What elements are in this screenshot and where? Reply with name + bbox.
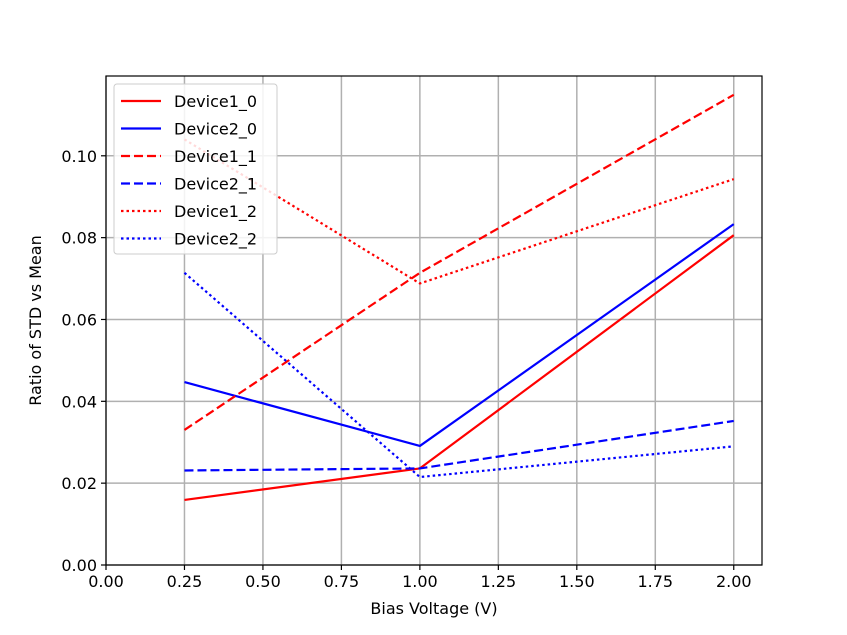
x-axis: 0.00 0.25 0.50 0.75 1.00 1.25 1.50 1.75 2.00 — [88, 565, 752, 591]
x-tick-label-7: 1.75 — [637, 572, 673, 591]
x-tick-label-1: 0.25 — [167, 572, 203, 591]
y-tick-label-1: 0.02 — [61, 474, 97, 493]
x-tick-label-2: 0.50 — [245, 572, 281, 591]
series-line-device1-2 — [183, 138, 735, 285]
plot-frame — [105, 75, 763, 566]
legend-label-device1-1: Device1_1 — [174, 147, 257, 167]
x-tick-label-3: 0.75 — [324, 572, 360, 591]
series-line-device2-1 — [184, 419, 734, 472]
y-axis: 0.00 0.02 0.04 0.06 0.08 0.10 — [61, 147, 106, 575]
legend-label-device1-2: Device1_2 — [174, 202, 257, 222]
legend-label-device2-1: Device2_1 — [174, 175, 257, 195]
y-tick-label-3: 0.06 — [61, 310, 97, 329]
series-line-device1-1 — [183, 93, 735, 431]
x-tick-label-8: 2.00 — [716, 572, 752, 591]
y-axis-label: Ratio of STD vs Mean — [26, 235, 45, 406]
x-axis-label: Bias Voltage (V) — [370, 599, 497, 618]
series-line-device2-0 — [184, 223, 735, 448]
series-layer — [183, 93, 735, 502]
y-tick-label-0: 0.00 — [61, 556, 97, 575]
y-tick-label-2: 0.04 — [61, 392, 97, 411]
x-tick-label-6: 1.50 — [559, 572, 595, 591]
series-line-device1-0 — [184, 234, 735, 502]
legend: Device1_0 Device2_0 Device1_1 Device2_1 Devi… — [113, 83, 278, 255]
x-tick-label-5: 1.25 — [481, 572, 517, 591]
y-tick-label-4: 0.08 — [61, 229, 97, 248]
legend-label-device1-0: Device1_0 — [174, 92, 257, 112]
x-tick-label-0: 0.00 — [88, 572, 124, 591]
grid — [105, 76, 762, 566]
legend-label-device2-0: Device2_0 — [174, 120, 257, 140]
y-tick-label-5: 0.10 — [61, 147, 97, 166]
legend-label-device2-2: Device2_2 — [174, 230, 257, 250]
x-tick-label-4: 1.00 — [402, 572, 438, 591]
